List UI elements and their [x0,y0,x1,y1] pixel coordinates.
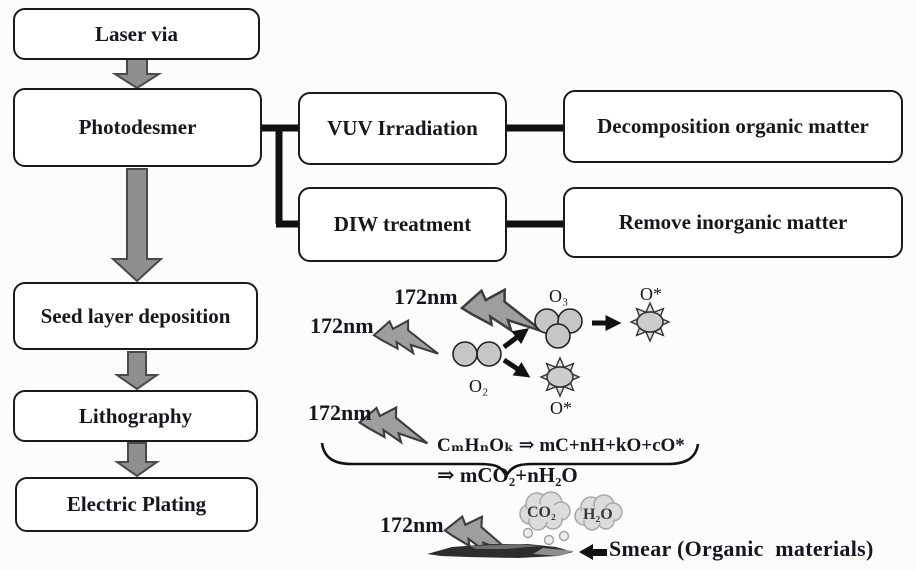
lightning-icon [372,318,439,356]
o-star-label: O* [640,284,662,304]
smear-blob [427,544,574,558]
branch-step-vuv-irradiation: VUV Irradiation [298,92,507,165]
lightning-icon [357,405,429,445]
uv-wavelength-label: 172nm [380,512,444,537]
branch-step-label: DIW treatment [333,212,472,237]
flow-step-label: Laser via [94,21,179,46]
uv-wavelength-label: 172nm [308,400,372,425]
uv-wavelength-label: 172nm [310,313,374,338]
co2-cloud-icon [519,491,571,531]
flow-step-label: Photodesmer [78,115,197,140]
branch-result-decomposition-organic-matter: Decomposition organic matter [563,90,903,163]
uv-wavelength-label: 172nm [394,284,458,309]
o2-molecule-icon [452,341,502,367]
flow-step-label: Seed layer deposition [40,303,231,328]
reaction-formula-line2: ⇒ mCO₂+nH₂O [437,463,578,487]
flow-step-seed-layer-deposition: Seed layer deposition [13,282,258,350]
reaction-arrows [502,314,622,378]
o3-label: O₃ [549,286,569,306]
left-arrow-icon [579,544,607,560]
flow-step-label: Electric Plating [66,492,207,517]
down-arrow-icon [113,442,161,478]
down-arrow-icon [113,351,161,391]
branch-result-remove-inorganic-matter: Remove inorganic matter [563,187,903,258]
branch-step-diw-treatment: DIW treatment [298,187,507,262]
uv-lightning-icons [357,287,543,555]
reaction-formula-line1: CₘHₙOₖ ⇒ mC+nH+kO+cO* [437,435,685,456]
flow-step-laser-via: Laser via [13,8,260,60]
smear-caption: Smear (Organic materials) [609,536,874,561]
down-arrow-icon [110,168,164,283]
o3-molecule-icon [534,308,583,349]
underbrace [320,442,700,479]
vapor-droplets [522,527,570,546]
h2o-cloud-icon [574,494,623,531]
o2-label: O₂ [469,376,489,396]
flow-step-electric-plating: Electric Plating [15,477,258,532]
down-arrow-icon [111,58,163,90]
flow-step-lithography: Lithography [13,390,258,442]
o-star-burst-icon [539,356,581,398]
lightning-icon [459,287,543,334]
branch-step-label: VUV Irradiation [327,116,478,141]
branch-result-label: Decomposition organic matter [597,114,869,139]
o-star-burst-icon [629,301,671,343]
o-star-label: O* [550,398,572,418]
flow-arrows [110,58,164,478]
flow-step-label: Lithography [78,403,193,428]
h2o-cloud-label: H₂O [583,506,613,523]
branch-result-label: Remove inorganic matter [618,210,848,235]
flow-step-photodesmer: Photodesmer [13,88,262,167]
co2-cloud-label: CO₂ [527,504,556,521]
branch-connector-lines [258,124,565,228]
